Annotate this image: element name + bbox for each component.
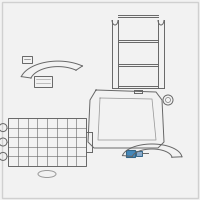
Bar	[136, 151, 142, 156]
Bar	[8, 118, 86, 166]
Bar	[34, 76, 52, 87]
Bar	[126, 150, 135, 157]
Bar	[22, 56, 32, 63]
